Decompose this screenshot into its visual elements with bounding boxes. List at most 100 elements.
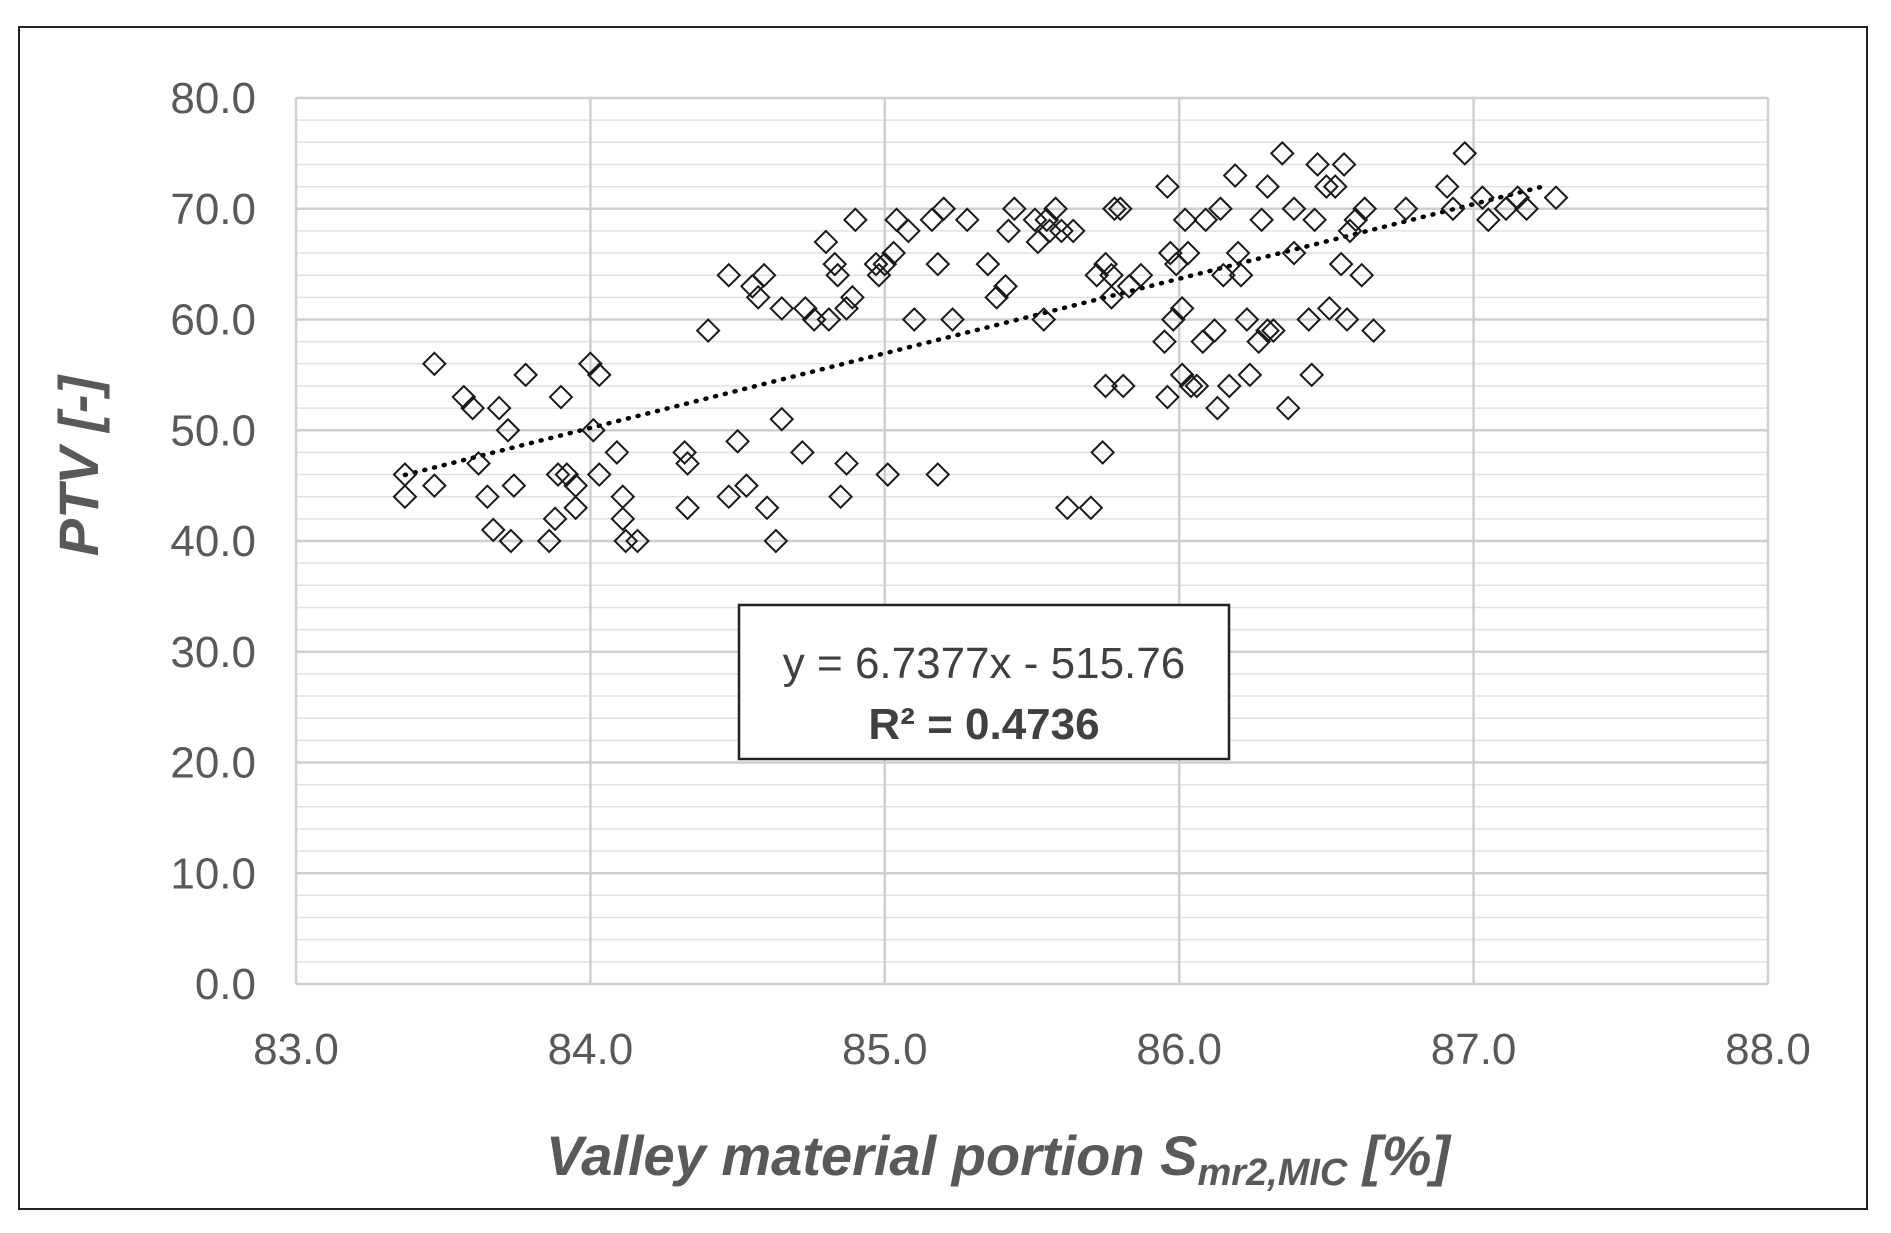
data-points: [392, 140, 1569, 554]
data-point: [1343, 207, 1369, 233]
tick-labels: 0.0 10.0 20.0 30.0 40.0 50.0 60.0 70.0 80.0 83.0 8…: [170, 74, 1810, 1074]
data-point: [1246, 329, 1272, 355]
x-tick-label: 83.0: [253, 1025, 339, 1074]
data-point: [919, 207, 945, 233]
y-tick-label: 40.0: [170, 517, 256, 566]
data-point: [1393, 196, 1419, 222]
data-point: [1334, 307, 1360, 332]
data-point: [392, 484, 418, 510]
data-point: [1155, 384, 1180, 410]
data-point: [1175, 240, 1201, 266]
x-tick-label: 86.0: [1136, 1025, 1222, 1074]
data-point: [1361, 318, 1386, 343]
data-point: [1275, 395, 1301, 421]
data-point: [1043, 196, 1068, 222]
data-point: [1208, 196, 1233, 222]
data-point: [563, 495, 589, 521]
data-point: [1299, 362, 1325, 388]
data-point: [1514, 196, 1540, 222]
data-point: [695, 318, 721, 343]
data-point: [672, 439, 698, 465]
data-point: [1434, 174, 1460, 200]
y-tick-label: 10.0: [170, 849, 256, 898]
equation-box-border: [737, 603, 1231, 761]
x-axis-title-main: Valley material portion S: [546, 1124, 1197, 1187]
data-point: [580, 417, 606, 443]
data-point: [1322, 174, 1348, 200]
data-point: [1169, 296, 1195, 321]
data-point: [1202, 318, 1227, 343]
y-tick-label: 20.0: [170, 739, 256, 788]
data-point: [466, 451, 491, 476]
x-axis-title-unit: [%]: [1347, 1124, 1452, 1187]
data-point: [1228, 262, 1254, 288]
data-point: [834, 451, 859, 476]
data-point: [1037, 218, 1063, 244]
data-point: [486, 395, 512, 421]
y-tick-label: 30.0: [170, 628, 256, 677]
data-point: [828, 484, 854, 510]
data-point: [1031, 307, 1057, 332]
x-tick-label: 84.0: [548, 1025, 634, 1074]
data-point: [610, 506, 636, 532]
data-point: [1184, 373, 1210, 399]
x-axis-title: Valley material portion Smr2,MIC [%]: [546, 1124, 1452, 1194]
data-point: [1205, 395, 1230, 421]
data-point: [1440, 196, 1466, 222]
data-point: [1281, 240, 1307, 266]
data-point: [884, 207, 909, 233]
data-point: [1172, 207, 1198, 233]
data-point: [586, 462, 612, 487]
data-point: [863, 251, 889, 277]
data-point: [1316, 296, 1342, 321]
data-point: [834, 296, 859, 321]
data-point: [1093, 251, 1119, 277]
trendline-layer: [402, 183, 1550, 478]
data-point: [925, 462, 951, 487]
data-point: [1269, 140, 1295, 166]
data-point: [754, 495, 780, 521]
data-point: [613, 528, 639, 554]
data-point: [604, 439, 630, 465]
data-point: [1475, 207, 1501, 233]
data-point: [1543, 185, 1569, 211]
data-point: [1255, 174, 1280, 200]
data-point: [536, 528, 562, 554]
r-squared-label: R² = 0.4736: [868, 700, 1099, 749]
data-point: [548, 384, 574, 410]
data-point: [763, 528, 789, 554]
x-axis-title-subscript: mr2,MIC: [1197, 1152, 1347, 1194]
data-point: [1331, 152, 1357, 177]
data-point: [545, 462, 571, 487]
data-point: [1152, 329, 1177, 355]
data-point: [513, 362, 539, 388]
data-point: [480, 517, 506, 543]
data-point: [1249, 207, 1275, 233]
data-point: [586, 362, 612, 388]
data-point: [881, 240, 907, 266]
data-point: [769, 296, 795, 321]
data-point: [745, 284, 771, 310]
data-point: [1025, 229, 1051, 255]
data-point: [554, 462, 580, 487]
data-point: [734, 473, 759, 499]
data-point: [1237, 362, 1263, 388]
data-point: [895, 218, 921, 244]
data-point: [421, 351, 447, 377]
data-point: [716, 484, 742, 510]
data-point: [1160, 307, 1186, 332]
data-point: [1260, 318, 1286, 343]
data-point: [1234, 307, 1260, 332]
data-point: [996, 218, 1021, 244]
data-point: [901, 307, 927, 332]
chart-frame: 0.0 10.0 20.0 30.0 40.0 50.0 60.0 70.0 80.0 83.0 8…: [18, 26, 1868, 1210]
y-tick-label: 70.0: [170, 185, 256, 234]
data-point: [1049, 218, 1074, 244]
data-point: [1155, 174, 1180, 200]
data-point: [769, 406, 795, 432]
data-point: [460, 395, 486, 421]
data-point: [542, 506, 568, 532]
data-point: [1349, 262, 1375, 288]
data-point: [1090, 439, 1116, 465]
data-point: [739, 273, 765, 299]
